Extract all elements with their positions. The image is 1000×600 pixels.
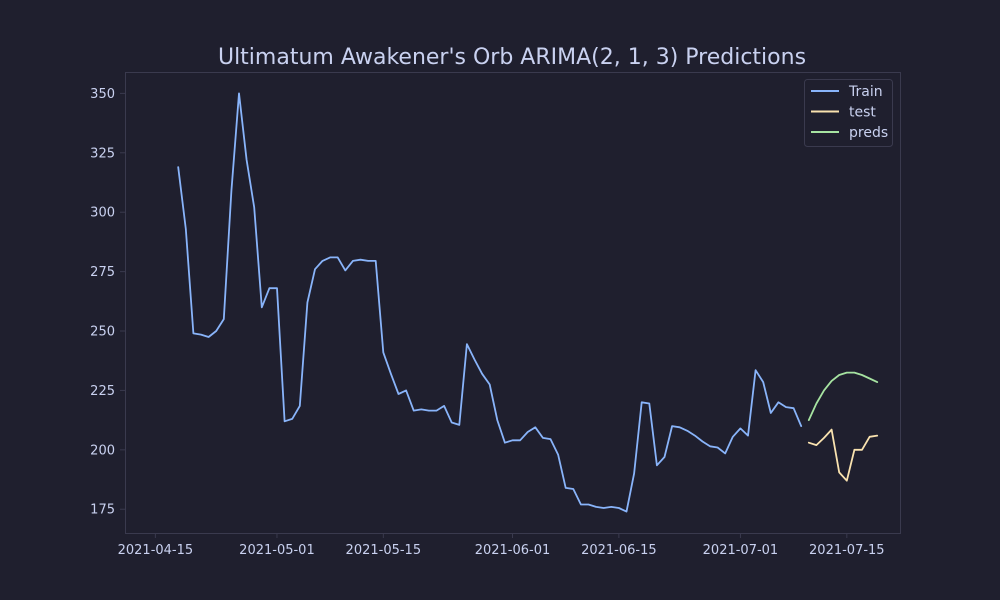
x-tick-label: 2021-04-15 [118,543,194,558]
x-tick-label: 2021-06-15 [581,543,657,558]
x-axis: 2021-04-15 2021-05-01 2021-05-15 2021-06-01… [118,533,885,558]
y-tick-label: 250 [90,325,115,340]
y-tick-label: 225 [90,384,115,399]
series-line-preds [807,371,879,422]
y-tick-label: 300 [90,206,115,221]
y-tick-label: 275 [90,265,115,280]
series-line-test [807,428,879,482]
x-tick-label: 2021-06-01 [475,543,551,558]
legend-box [804,79,893,147]
y-axis: 175 200 225 250 275 300 325 350 [90,87,125,518]
series-layer [177,92,879,513]
chart-title: Ultimatum Awakener's Orb ARIMA(2, 1, 3) … [218,45,806,70]
x-tick-label: 2021-07-01 [703,543,779,558]
series-line-train [177,92,803,513]
x-tick-label: 2021-05-01 [239,543,315,558]
legend-label-train: Train [848,84,883,100]
x-tick-label: 2021-05-15 [346,543,422,558]
x-tick-label: 2021-07-15 [809,543,885,558]
legend: Train test preds [804,79,893,147]
y-tick-label: 200 [90,443,115,458]
y-tick-label: 175 [90,503,115,518]
legend-label-test: test [849,105,876,121]
legend-label-preds: preds [849,125,888,141]
y-tick-label: 325 [90,146,115,161]
y-tick-label: 350 [90,87,115,102]
